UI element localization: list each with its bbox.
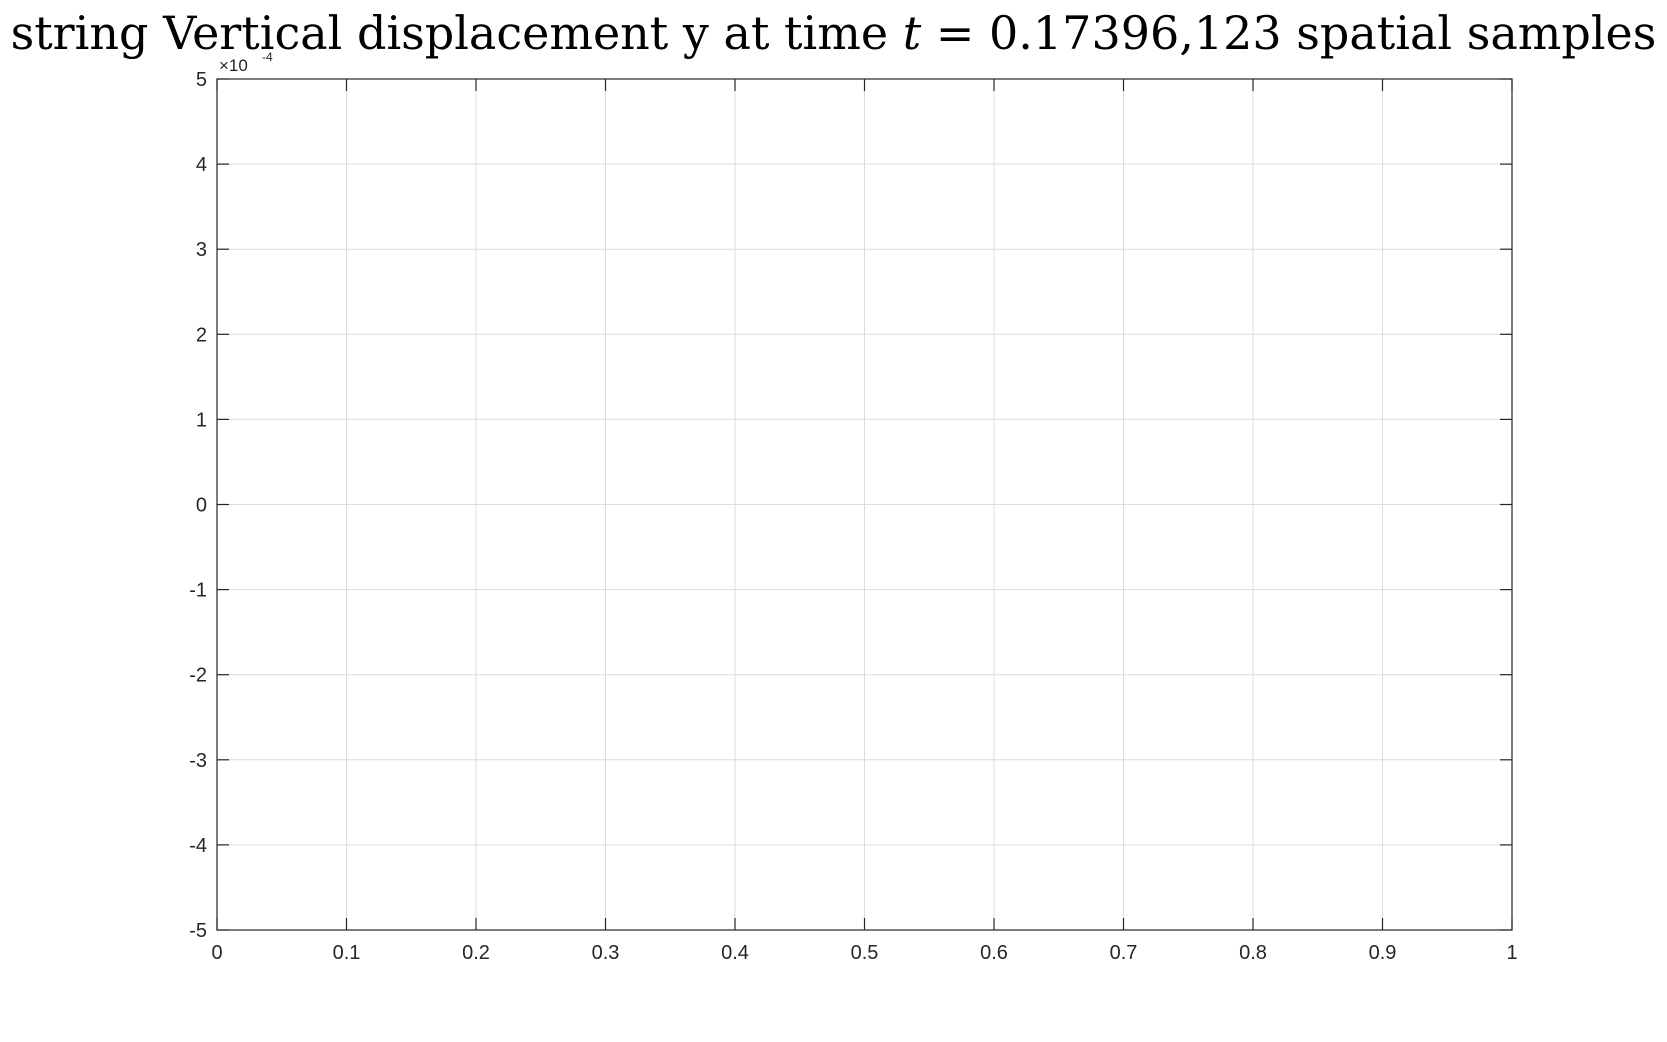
x-tick-label: 0.4 [721, 942, 749, 964]
x-tick-label: 0.1 [333, 942, 361, 964]
x-tick-labels: 0 0.1 0.2 0.3 0.4 0.5 0.6 0.7 0.8 0.9 1 [211, 942, 1517, 964]
x-tick-label: 0.7 [1110, 942, 1138, 964]
y-tick-label: 0 [196, 495, 207, 517]
x-tick-label: 0 [211, 942, 222, 964]
grid [217, 79, 1512, 930]
x-tick-label: 0.3 [592, 942, 620, 964]
y-tick-label: -5 [189, 920, 207, 942]
y-tick-label: -1 [189, 580, 207, 602]
title-equals: = [921, 6, 990, 60]
y-exponent-base: ×10 [219, 56, 248, 75]
y-tick-label: 3 [196, 239, 207, 261]
y-tick-label: 4 [196, 154, 207, 176]
axes-box [216, 78, 1513, 931]
x-tick-label: 0.6 [980, 942, 1008, 964]
x-tick-label: 1 [1506, 942, 1517, 964]
title-time-value: 0.17396 [989, 6, 1180, 60]
y-exponent-power: -4 [262, 50, 273, 64]
y-tick-label: -3 [189, 750, 207, 772]
x-tick-label: 0.5 [851, 942, 879, 964]
title-prefix: string Vertical displacement y at time [10, 6, 903, 60]
x-tick-label: 0.9 [1369, 942, 1397, 964]
y-tick-label: -2 [189, 665, 207, 687]
title-suffix: ,123 spatial samples [1179, 6, 1657, 60]
y-tick-label: 2 [196, 324, 207, 346]
ticks [216, 78, 1513, 931]
x-tick-label: 0.2 [462, 942, 490, 964]
y-tick-labels: 5 4 3 2 1 0 -1 -2 -3 -4 -5 [189, 69, 207, 942]
x-tick-label: 0.8 [1239, 942, 1267, 964]
y-tick-label: 1 [196, 409, 207, 431]
chart-title: string Vertical displacement y at time t… [0, 6, 1667, 60]
title-variable: t [902, 6, 922, 60]
y-tick-label: -4 [189, 835, 207, 857]
y-tick-label: 5 [196, 69, 207, 91]
